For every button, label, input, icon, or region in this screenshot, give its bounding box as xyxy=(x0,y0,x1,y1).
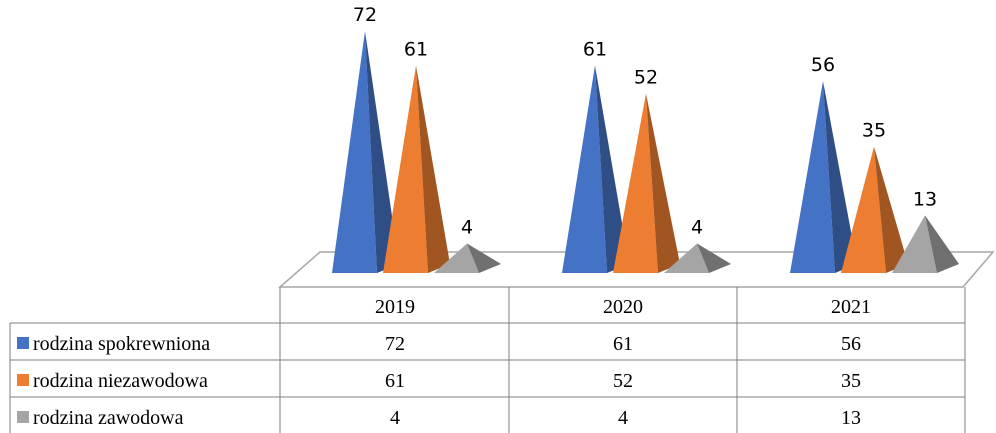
table-cell-1-0: 61 xyxy=(385,370,405,392)
data-label-2019-2: 4 xyxy=(461,217,473,239)
data-label-2020-1: 52 xyxy=(634,67,658,89)
data-label-2019-0: 72 xyxy=(353,4,377,26)
data-table: 2019 2020 2021 rodzina spokrewniona 72 61 56 ro… xyxy=(9,287,966,433)
table-cell-1-1: 52 xyxy=(613,370,633,392)
pyramid-side-face xyxy=(365,31,399,273)
table-cell-2-1: 4 xyxy=(618,407,628,429)
data-label-2019-1: 61 xyxy=(404,38,428,60)
pyramid-side-face xyxy=(925,215,959,273)
data-label-2020-2: 4 xyxy=(691,217,703,239)
pyramid-2020-0 xyxy=(562,65,629,273)
pyramid-2021-0 xyxy=(790,81,857,273)
table-header-2020: 2020 xyxy=(603,296,643,318)
pyramid-front-face xyxy=(613,93,658,273)
pyramid-2019-1 xyxy=(383,65,450,273)
legend-swatch-1 xyxy=(17,374,29,386)
series-name-1: rodzina niezawodowa xyxy=(33,370,208,392)
pyramid-2021-2 xyxy=(892,215,959,273)
pyramid-side-face xyxy=(416,65,450,273)
pyramid-front-face xyxy=(383,65,428,273)
table-header-2019: 2019 xyxy=(375,296,415,318)
pyramid-side-face xyxy=(595,65,629,273)
data-label-2021-1: 35 xyxy=(862,120,886,142)
table-cell-2-2: 13 xyxy=(841,407,861,429)
legend-swatch-2 xyxy=(17,411,29,423)
pyramid-front-face xyxy=(892,215,937,273)
table-cell-0-1: 61 xyxy=(613,333,633,355)
table-cell-1-2: 35 xyxy=(841,370,861,392)
series-name-0: rodzina spokrewniona xyxy=(33,333,210,355)
pyramid-side-face xyxy=(646,93,680,273)
data-labels-layer: 72 61 4 61 52 4 56 35 13 xyxy=(353,4,937,239)
pyramids-layer xyxy=(332,31,959,273)
pyramid-2019-2 xyxy=(434,243,501,273)
data-label-2020-0: 61 xyxy=(583,38,607,60)
pyramid-front-face xyxy=(434,243,479,273)
pyramid-side-face xyxy=(874,146,908,273)
pyramid-front-face xyxy=(790,81,835,273)
pyramid-front-face xyxy=(841,146,886,273)
pyramid-2021-1 xyxy=(841,146,908,273)
data-label-2021-2: 13 xyxy=(913,188,937,210)
series-name-2: rodzina zawodowa xyxy=(33,407,184,429)
table-cell-0-2: 56 xyxy=(841,333,861,355)
table-header-2021: 2021 xyxy=(831,296,871,318)
table-cell-0-0: 72 xyxy=(385,333,405,355)
legend-swatch-0 xyxy=(17,337,29,349)
pyramid-2020-1 xyxy=(613,93,680,273)
pyramid-2019-0 xyxy=(332,31,399,273)
table-content: 2019 2020 2021 rodzina spokrewniona 72 61 56 ro… xyxy=(17,296,871,429)
pyramid-front-face xyxy=(562,65,607,273)
pyramid-front-face xyxy=(664,243,709,273)
table-cell-2-0: 4 xyxy=(390,407,400,429)
data-label-2021-0: 56 xyxy=(811,54,835,76)
pyramid-side-face xyxy=(467,243,501,273)
pyramid-side-face xyxy=(697,243,731,273)
pyramid-2020-2 xyxy=(664,243,731,273)
pyramid-side-face xyxy=(823,81,857,273)
pyramid-front-face xyxy=(332,31,377,273)
